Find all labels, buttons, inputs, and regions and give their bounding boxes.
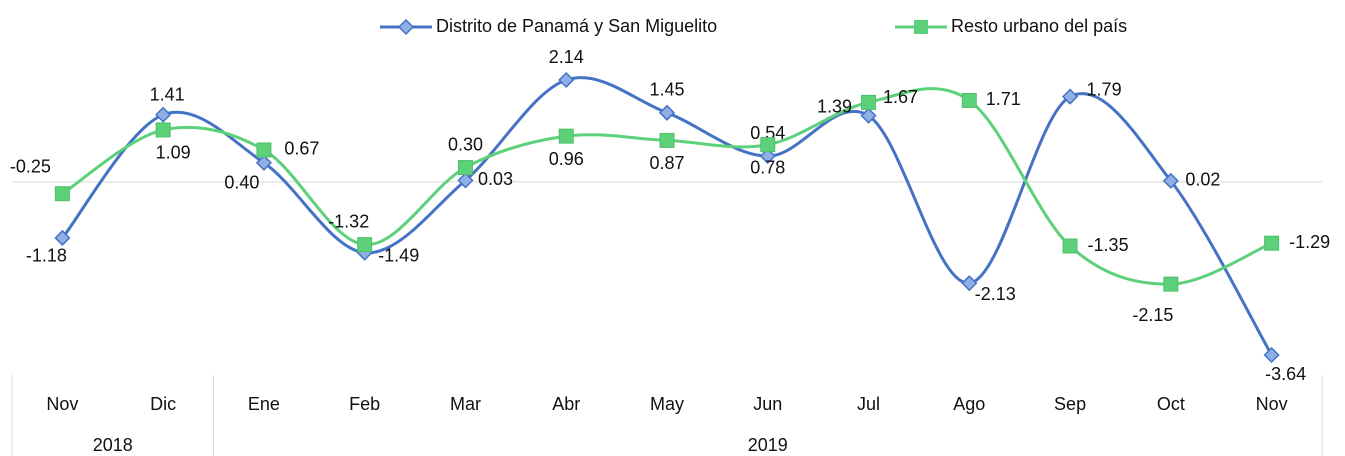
data-label: -3.64: [1265, 364, 1306, 384]
marker: [658, 104, 676, 121]
x-tick-label: Nov: [46, 394, 78, 414]
data-label: 0.03: [478, 169, 513, 189]
x-tick-label: Oct: [1157, 394, 1185, 414]
marker: [860, 107, 877, 124]
marker: [558, 128, 574, 144]
data-label: -0.25: [10, 156, 51, 176]
x-group-label: 2018: [93, 435, 133, 455]
marker: [961, 275, 978, 292]
data-label: 1.09: [156, 143, 191, 163]
data-label: 0.02: [1185, 170, 1220, 190]
x-tick-label: Abr: [552, 394, 580, 414]
data-label: 0.30: [448, 134, 483, 154]
marker: [1062, 238, 1078, 254]
x-tick-label: Ago: [953, 394, 985, 414]
marker: [155, 122, 171, 138]
data-label: 0.40: [224, 173, 259, 193]
data-label: -1.35: [1088, 235, 1129, 255]
marker: [457, 172, 474, 189]
marker: [255, 154, 272, 171]
legend-label: Distrito de Panamá y San Miguelito: [436, 16, 717, 36]
data-label: 0.87: [649, 153, 684, 173]
legend-marker: [397, 18, 415, 36]
x-tick-label: May: [650, 394, 684, 414]
legend-label: Resto urbano del país: [951, 16, 1127, 36]
marker: [357, 237, 373, 253]
x-tick-label: Feb: [349, 394, 380, 414]
legend-marker: [914, 20, 928, 34]
data-label: 2.14: [549, 47, 584, 67]
data-label: 1.79: [1087, 79, 1122, 99]
x-tick-label: Dic: [150, 394, 176, 414]
data-label: -1.29: [1289, 232, 1330, 252]
x-tick-label: Ene: [248, 394, 280, 414]
data-label: 1.41: [150, 84, 185, 104]
marker: [54, 229, 71, 247]
x-tick-label: Jul: [857, 394, 880, 414]
marker: [760, 137, 776, 153]
data-label: 1.45: [649, 80, 684, 100]
data-label: 1.67: [883, 87, 918, 107]
marker: [54, 186, 70, 202]
x-group-label: 2019: [748, 435, 788, 455]
marker: [1163, 276, 1179, 292]
marker: [1162, 172, 1179, 189]
data-label: 1.39: [817, 96, 852, 116]
data-label: -2.13: [975, 284, 1016, 304]
marker: [1264, 235, 1280, 251]
marker: [861, 94, 877, 110]
data-label: 0.78: [750, 157, 785, 177]
data-label: 0.67: [284, 139, 319, 159]
x-tick-label: Sep: [1054, 394, 1086, 414]
x-tick-label: Nov: [1256, 394, 1288, 414]
marker: [256, 142, 272, 158]
marker: [558, 71, 575, 89]
marker: [457, 160, 473, 176]
marker: [759, 148, 776, 165]
data-label: -1.18: [26, 246, 67, 266]
x-tick-label: Mar: [450, 394, 481, 414]
marker: [155, 106, 172, 123]
marker: [1263, 346, 1280, 364]
marker: [961, 92, 977, 108]
data-label: -1.49: [378, 245, 419, 265]
x-tick-label: Jun: [753, 394, 782, 414]
marker: [1062, 88, 1079, 105]
marker: [659, 132, 675, 148]
data-label: 0.54: [750, 123, 785, 143]
data-label: -2.15: [1132, 305, 1173, 325]
data-label: 0.96: [549, 149, 584, 169]
data-label: 1.71: [986, 89, 1021, 109]
data-label: -1.32: [328, 211, 369, 231]
